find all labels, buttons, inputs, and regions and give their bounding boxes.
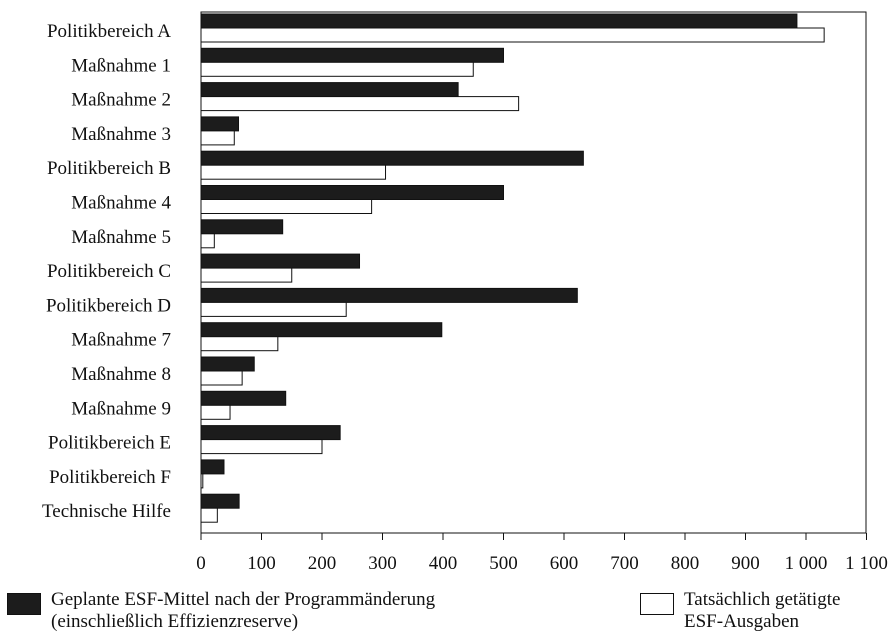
category-label-massnahme-2: Maßnahme 2 [71, 90, 171, 111]
bar-planned-massnahme-2 [200, 82, 459, 98]
category-label-massnahme-5: Maßnahme 5 [71, 227, 171, 248]
bar-planned-politikbereich-c [200, 253, 361, 269]
x-tick-label-400: 400 [429, 553, 458, 574]
bar-planned-massnahme-5 [200, 219, 284, 235]
x-tick-label-0: 0 [196, 553, 206, 574]
bar-actual-politikbereich-b [200, 164, 387, 180]
category-label-massnahme-4: Maßnahme 4 [71, 193, 171, 214]
x-tick-label-300: 300 [368, 553, 397, 574]
legend-label-planned-line-2: (einschließlich Effizienzreserve) [51, 611, 299, 632]
bar-planned-massnahme-3 [200, 116, 240, 132]
category-label-massnahme-3: Maßnahme 3 [71, 124, 171, 145]
x-tick-label-1100: 1 100 [845, 553, 888, 574]
bar-actual-politikbereich-e [200, 439, 323, 455]
bar-planned-technische-hilfe [200, 493, 240, 509]
bar-planned-massnahme-7 [200, 322, 443, 338]
bar-actual-politikbereich-c [200, 267, 293, 283]
bar-planned-politikbereich-f [200, 459, 225, 475]
category-label-politikbereich-e: Politikbereich E [48, 433, 171, 454]
category-label-politikbereich-f: Politikbereich F [49, 467, 171, 488]
bar-actual-massnahme-7 [200, 336, 279, 352]
x-tick-label-1000: 1 000 [785, 553, 828, 574]
bar-actual-massnahme-5 [200, 233, 215, 249]
plot-border [200, 11, 867, 534]
category-labels: Politikbereich A Maßnahme 1 Maßnahme 2 Maßn… [42, 21, 171, 522]
category-label-massnahme-8: Maßnahme 8 [71, 364, 171, 385]
legend-label-planned-line-1: Geplante ESF-Mittel nach der Programmänd… [51, 589, 436, 610]
bar-actual-politikbereich-d [200, 301, 347, 317]
bar-actual-technische-hilfe [200, 507, 218, 523]
bar-actual-massnahme-1 [200, 61, 474, 77]
x-tick-label-100: 100 [247, 553, 276, 574]
bar-actual-politikbereich-a [200, 27, 825, 43]
bar-actual-massnahme-3 [200, 130, 235, 146]
category-label-politikbereich-b: Politikbereich B [47, 158, 171, 179]
category-label-politikbereich-a: Politikbereich A [47, 21, 171, 42]
legend-label-actual-line-1: Tatsächlich getätigte [684, 589, 841, 610]
legend-item-actual: Tatsächlich getätigte ESF-Ausgaben [640, 589, 890, 637]
legend-item-planned: Geplante ESF-Mittel nach der Programmänd… [7, 589, 607, 637]
legend-swatch-planned [7, 593, 41, 615]
bar-planned-massnahme-9 [200, 390, 287, 406]
x-tick-label-200: 200 [308, 553, 337, 574]
x-tick-label-600: 600 [550, 553, 579, 574]
bar-planned-massnahme-8 [200, 356, 255, 372]
bar-planned-politikbereich-a [200, 13, 798, 29]
legend-label-planned: Geplante ESF-Mittel nach der Programmänd… [51, 589, 435, 633]
x-tick-label-900: 900 [731, 553, 760, 574]
category-label-massnahme-7: Maßnahme 7 [71, 330, 171, 351]
category-label-politikbereich-d: Politikbereich D [46, 295, 171, 316]
bar-planned-politikbereich-e [200, 425, 341, 441]
bar-planned-politikbereich-d [200, 287, 578, 303]
bar-planned-massnahme-4 [200, 185, 504, 200]
x-axis: 0 100 200 300 400 500 600 700 800 900 1 000 1 100 [196, 533, 888, 574]
x-tick-label-500: 500 [489, 553, 518, 574]
x-tick-label-800: 800 [671, 553, 700, 574]
bar-actual-massnahme-2 [200, 96, 520, 112]
legend-label-actual-line-2: ESF-Ausgaben [684, 611, 800, 632]
category-label-technische-hilfe: Technische Hilfe [42, 501, 171, 522]
legend-swatch-actual [640, 593, 674, 615]
bar-actual-massnahme-8 [200, 370, 243, 386]
bar-planned-politikbereich-b [200, 150, 584, 166]
category-label-massnahme-1: Maßnahme 1 [71, 55, 171, 76]
bar-planned-massnahme-1 [200, 47, 504, 63]
plot-frame [200, 11, 867, 534]
category-label-politikbereich-c: Politikbereich C [47, 261, 171, 282]
legend-label-actual: Tatsächlich getätigte ESF-Ausgaben [684, 589, 840, 633]
bar-actual-massnahme-4 [200, 199, 373, 214]
bars [200, 13, 825, 523]
x-tick-label-700: 700 [610, 553, 639, 574]
bar-actual-massnahme-9 [200, 404, 231, 420]
category-label-massnahme-9: Maßnahme 9 [71, 398, 171, 419]
